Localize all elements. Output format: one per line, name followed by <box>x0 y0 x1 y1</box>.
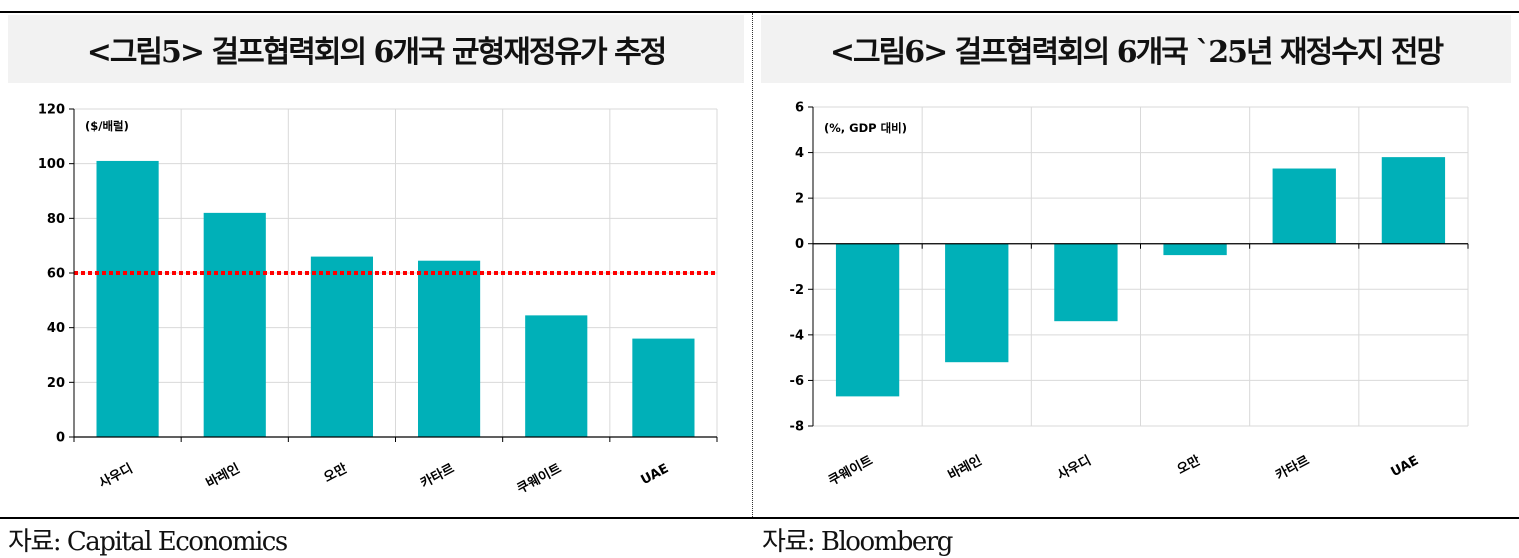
y-tick-label: 2 <box>795 192 804 207</box>
y-tick-label: -6 <box>790 374 804 389</box>
x-tick-label: 사우디 <box>96 460 135 491</box>
chart-title-bar: <그림5> 걸프협력회의 6개국 균형재정유가 추정 <box>8 15 744 83</box>
source-note-right: 자료: Bloomberg <box>762 527 953 557</box>
y-tick-label: -4 <box>790 328 804 343</box>
y-tick-label: 80 <box>47 212 65 227</box>
x-tick-label: UAE <box>1389 453 1422 480</box>
y-tick-label: -2 <box>790 283 804 298</box>
unit-label: (%, GDP 대비) <box>824 121 907 135</box>
y-tick-label: 40 <box>47 321 65 336</box>
x-tick-label: UAE <box>639 461 672 488</box>
x-tick-label: 오만 <box>1174 452 1203 477</box>
chart-title: <그림5> 걸프협력회의 6개국 균형재정유가 추정 <box>86 35 668 70</box>
bar-카타르 <box>1272 168 1336 244</box>
bar-오만 <box>310 256 373 437</box>
y-tick-label: 0 <box>56 431 65 446</box>
bar-바레인 <box>945 243 1009 363</box>
bar-UAE <box>1381 157 1446 244</box>
x-tick-label: 쿠웨이트 <box>514 460 564 497</box>
bar-chart-fiscal-balance: -8 -6 -4 -2 0 2 4 6 쿠웨이트 바레인 사우디 오만 카타르 UAE (%, GDP 대비… <box>790 101 1469 489</box>
x-tick-label: 바레인 <box>945 452 984 483</box>
bar-바레인 <box>203 212 266 437</box>
bar-쿠웨이트 <box>835 243 900 397</box>
bar-오만 <box>1163 243 1227 256</box>
y-tick-label: 100 <box>38 157 65 172</box>
bar-쿠웨이트 <box>525 315 588 437</box>
chart-panel-breakeven-oil: <그림5> 걸프협력회의 6개국 균형재정유가 추정 0 20 40 60 80 100 1… <box>0 13 752 517</box>
x-tick-label: 사우디 <box>1055 452 1094 483</box>
chart-panel-fiscal-balance: <그림6> 걸프협력회의 6개국 `25년 재정수지 전망 -8 -6 -4 -2 0 2… <box>753 13 1519 517</box>
y-tick-label: 0 <box>795 237 804 252</box>
bar-사우디 <box>1054 243 1118 322</box>
chart-title-bar: <그림6> 걸프협력회의 6개국 `25년 재정수지 전망 <box>761 15 1511 83</box>
y-tick-label: -8 <box>790 420 804 435</box>
bar-사우디 <box>96 160 159 437</box>
x-tick-label: 쿠웨이트 <box>826 452 876 489</box>
bar-UAE <box>632 338 695 437</box>
x-tick-label: 카타르 <box>418 460 457 491</box>
x-tick-label: 카타르 <box>1273 452 1312 483</box>
chart-title: <그림6> 걸프협력회의 6개국 `25년 재정수지 전망 <box>829 35 1444 70</box>
bar-카타르 <box>418 260 481 437</box>
y-tick-label: 6 <box>795 101 804 116</box>
unit-label: ($/배럴) <box>85 119 129 133</box>
bottom-rule <box>0 517 1519 519</box>
bar-chart-breakeven-oil: 0 20 40 60 80 100 120 사우디 바레인 오만 카타르 쿠웨이트 UAE ($/배럴) <box>38 103 718 497</box>
x-tick-label: 바레인 <box>203 460 242 491</box>
panel-separator <box>752 13 753 517</box>
top-rule <box>0 11 1519 13</box>
y-tick-label: 4 <box>795 146 804 161</box>
y-tick-label: 20 <box>47 376 65 391</box>
y-tick-label: 60 <box>47 267 65 282</box>
x-tick-label: 오만 <box>321 460 350 485</box>
source-note-left: 자료: Capital Economics <box>8 527 288 557</box>
y-tick-label: 120 <box>38 103 65 118</box>
